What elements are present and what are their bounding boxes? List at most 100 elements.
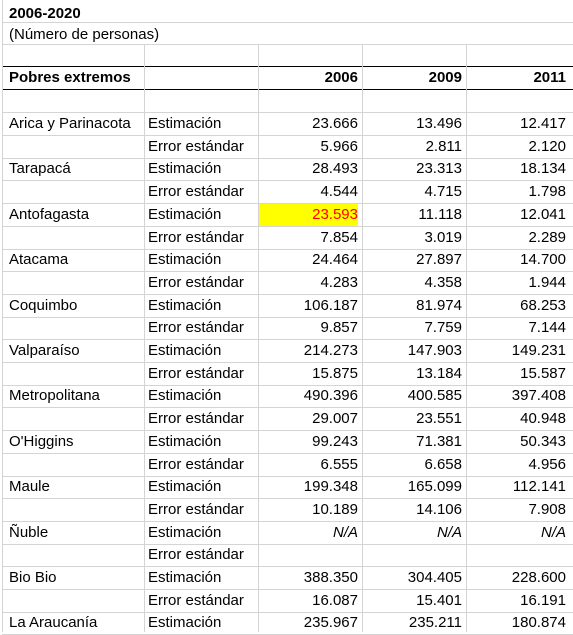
value-cell[interactable]: 199.348 — [303, 478, 358, 495]
value-cell[interactable]: 2.120 — [528, 138, 566, 155]
value-cell[interactable] — [366, 544, 462, 566]
measure-type-cell[interactable]: Estimación — [148, 115, 222, 132]
measure-type-cell[interactable]: Estimación — [148, 160, 222, 177]
region-cell[interactable]: O'Higgins — [9, 433, 74, 450]
value-cell[interactable]: 14.106 — [416, 501, 462, 518]
value-cell[interactable]: 10.189 — [312, 501, 358, 518]
value-cell[interactable]: 13.496 — [416, 115, 462, 132]
measure-type-cell[interactable]: Error estándar — [148, 319, 244, 336]
value-cell[interactable]: 14.700 — [520, 251, 566, 268]
value-cell[interactable]: 50.343 — [520, 433, 566, 450]
value-cell[interactable]: N/A — [332, 524, 358, 541]
region-cell[interactable]: Antofagasta — [9, 206, 90, 223]
measure-type-cell[interactable]: Error estándar — [148, 592, 244, 609]
region-cell[interactable]: La Araucanía — [9, 614, 98, 631]
measure-type-cell[interactable]: Estimación — [148, 478, 222, 495]
measure-type-cell[interactable]: Estimación — [148, 251, 222, 268]
value-cell[interactable]: 6.658 — [424, 456, 462, 473]
value-cell[interactable]: 27.897 — [416, 251, 462, 268]
header-year-2009[interactable]: 2009 — [428, 69, 462, 86]
region-cell[interactable] — [9, 544, 143, 566]
region-cell[interactable] — [9, 317, 143, 339]
measure-type-cell[interactable]: Estimación — [148, 342, 222, 359]
value-cell[interactable]: 81.974 — [416, 297, 462, 314]
value-cell[interactable]: 16.087 — [312, 592, 358, 609]
value-cell[interactable]: 5.966 — [320, 138, 358, 155]
value-cell[interactable]: 235.967 — [303, 614, 358, 631]
value-cell[interactable]: 2.289 — [528, 229, 566, 246]
value-cell[interactable]: 99.243 — [312, 433, 358, 450]
value-cell[interactable] — [470, 544, 566, 566]
value-cell[interactable]: 400.585 — [407, 387, 462, 404]
value-cell[interactable]: 7.854 — [320, 229, 358, 246]
value-cell[interactable]: 16.191 — [520, 592, 566, 609]
value-cell[interactable]: 29.007 — [312, 410, 358, 427]
measure-type-cell[interactable]: Estimación — [148, 569, 222, 586]
measure-type-cell[interactable]: Error estándar — [148, 410, 244, 427]
measure-type-cell[interactable]: Estimación — [148, 206, 222, 223]
value-cell[interactable]: 15.587 — [520, 365, 566, 382]
measure-type-cell[interactable]: Error estándar — [148, 183, 244, 200]
region-cell[interactable]: Arica y Parinacota — [9, 115, 131, 132]
region-cell[interactable] — [9, 408, 143, 430]
value-cell[interactable]: 235.211 — [408, 614, 462, 631]
measure-type-cell[interactable]: Estimación — [148, 433, 222, 450]
region-cell[interactable] — [9, 499, 143, 521]
measure-type-cell[interactable]: Error estándar — [148, 274, 244, 291]
region-cell[interactable]: Bio Bio — [9, 569, 57, 586]
value-cell[interactable]: 6.555 — [320, 456, 358, 473]
measure-type-cell[interactable]: Error estándar — [148, 456, 244, 473]
region-cell[interactable] — [9, 272, 143, 294]
measure-type-cell[interactable]: Estimación — [148, 524, 222, 541]
value-cell[interactable]: 304.405 — [407, 569, 462, 586]
value-cell[interactable]: N/A — [540, 524, 566, 541]
value-cell[interactable]: 228.600 — [511, 569, 566, 586]
value-cell[interactable]: 28.493 — [312, 160, 358, 177]
measure-type-cell[interactable]: Estimación — [148, 614, 222, 631]
measure-type-cell[interactable]: Error estándar — [148, 546, 244, 563]
region-cell[interactable] — [9, 454, 143, 476]
region-cell[interactable]: Maule — [9, 478, 50, 495]
value-cell[interactable]: 23.313 — [416, 160, 462, 177]
value-cell[interactable]: 4.715 — [424, 183, 462, 200]
region-cell[interactable]: Ñuble — [9, 524, 49, 541]
measure-type-cell[interactable]: Error estándar — [148, 501, 244, 518]
value-cell[interactable]: 7.908 — [528, 501, 566, 518]
header-label[interactable]: Pobres extremos — [9, 69, 131, 86]
value-cell[interactable]: 13.184 — [416, 365, 462, 382]
value-cell[interactable]: 68.253 — [520, 297, 566, 314]
value-cell[interactable]: 490.396 — [303, 387, 358, 404]
value-cell[interactable]: 149.231 — [511, 342, 566, 359]
value-cell[interactable]: 397.408 — [511, 387, 566, 404]
value-cell[interactable]: 9.857 — [320, 319, 358, 336]
measure-type-cell[interactable]: Error estándar — [148, 229, 244, 246]
value-cell[interactable]: 147.903 — [407, 342, 462, 359]
value-cell[interactable]: 23.666 — [312, 115, 358, 132]
value-cell[interactable]: 106.187 — [303, 297, 358, 314]
value-cell[interactable]: 4.956 — [528, 456, 566, 473]
value-cell[interactable]: 3.019 — [424, 229, 462, 246]
value-cell[interactable]: 71.381 — [416, 433, 462, 450]
value-cell[interactable]: 4.358 — [424, 274, 462, 291]
region-cell[interactable] — [9, 136, 143, 158]
measure-type-cell[interactable]: Error estándar — [148, 365, 244, 382]
value-cell[interactable]: 12.417 — [520, 115, 566, 132]
value-cell[interactable]: 15.875 — [312, 365, 358, 382]
region-cell[interactable] — [9, 363, 143, 385]
header-year-2011[interactable]: 2011 — [533, 69, 566, 86]
region-cell[interactable]: Atacama — [9, 251, 69, 268]
measure-type-cell[interactable]: Error estándar — [148, 138, 244, 155]
region-cell[interactable] — [9, 590, 143, 612]
value-cell[interactable] — [262, 544, 358, 566]
value-cell[interactable]: 180.874 — [511, 614, 566, 631]
value-cell[interactable]: N/A — [436, 524, 462, 541]
measure-type-cell[interactable]: Estimación — [148, 297, 222, 314]
sheet-subtitle[interactable]: (Número de personas) — [9, 26, 160, 43]
value-cell[interactable]: 24.464 — [312, 251, 358, 268]
value-cell[interactable]: 214.273 — [303, 342, 358, 359]
value-cell[interactable]: 23.551 — [416, 410, 462, 427]
value-cell[interactable]: 4.544 — [320, 183, 358, 200]
region-cell[interactable] — [9, 181, 143, 203]
value-cell[interactable]: 112.141 — [512, 478, 566, 495]
value-cell[interactable]: 12.041 — [520, 206, 566, 223]
